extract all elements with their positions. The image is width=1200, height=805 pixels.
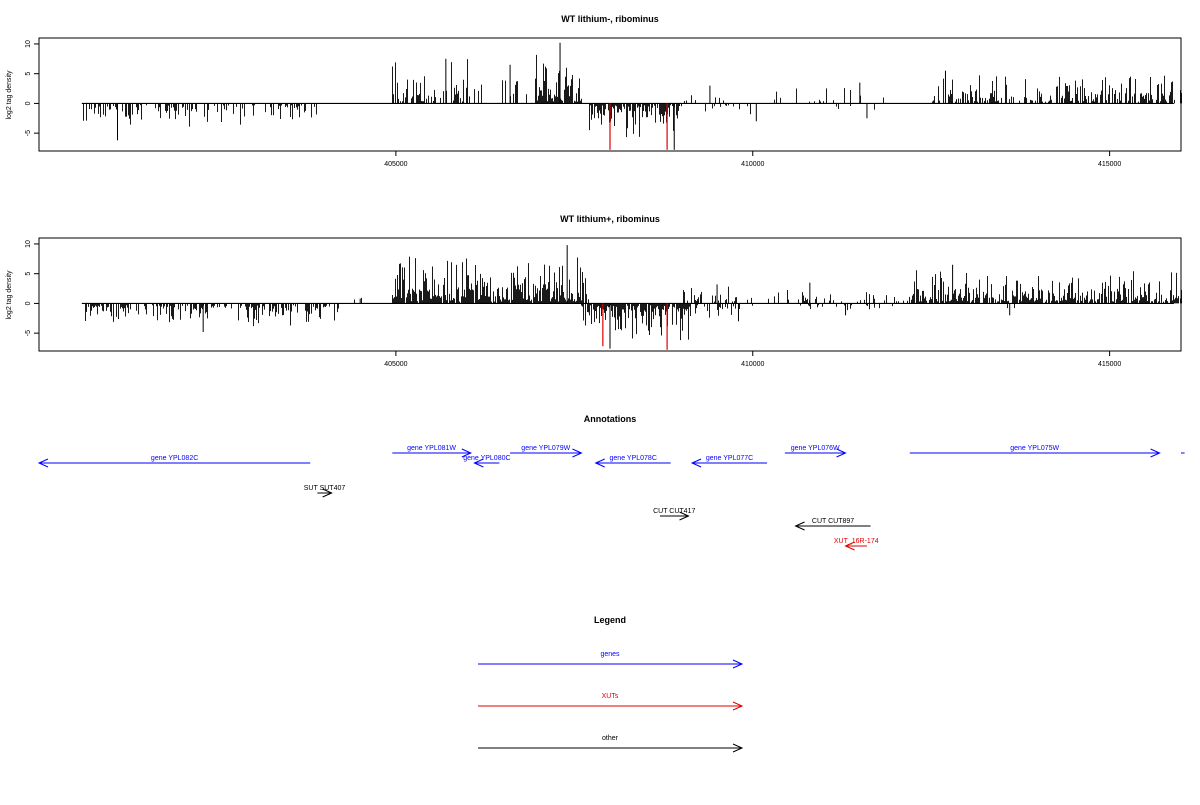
- legend-items: genes XUTs other: [478, 651, 744, 753]
- feature: CUT CUT417: [653, 508, 695, 521]
- arrow-head: [322, 488, 333, 498]
- feature: gene YPL079W: [510, 445, 583, 458]
- feature-label: gene YPL079W: [521, 445, 570, 452]
- plot-frame: [38, 37, 1182, 152]
- track-panel-lithium-minus: WT lithium-, ribominus log2 tag density …: [6, 14, 1182, 168]
- x-axis: 405000 410000 415000: [384, 151, 1121, 168]
- feature: gene YPL077C: [690, 455, 768, 468]
- y-tick-label: -5: [25, 330, 32, 336]
- signal-bars: [81, 245, 1182, 350]
- y-tick-label: 5: [25, 72, 32, 76]
- x-axis: 405000 410000 415000: [384, 351, 1121, 368]
- feature-layer: gene YPL082C gene YPL081W gene YPL080C gene…: [37, 445, 1185, 551]
- track-panel-lithium-plus: WT lithium+, ribominus log2 tag density …: [6, 214, 1182, 368]
- feature: CUT CUT897: [794, 518, 871, 531]
- y-axis: -5 0 5 10: [25, 240, 39, 336]
- arrow-head: [461, 448, 473, 458]
- legend-item: XUTs: [478, 693, 744, 711]
- x-tick-label: 405000: [384, 161, 407, 168]
- arrow-head: [1150, 448, 1161, 458]
- y-tick-label: 0: [25, 101, 32, 105]
- legend-label: genes: [600, 651, 620, 658]
- arrow-head: [732, 743, 744, 753]
- arrow-head: [844, 541, 855, 551]
- feature-label: CUT CUT417: [653, 508, 695, 515]
- feature: SUT SUT407: [304, 485, 346, 498]
- feature-label: gene YPL077C: [706, 455, 753, 462]
- y-axis-label: log2 tag density: [6, 70, 13, 120]
- arrow-head: [37, 458, 49, 468]
- legend-label: XUTs: [602, 693, 619, 700]
- x-tick-label: 410000: [741, 361, 764, 368]
- feature: XUT_16R-174: [834, 538, 879, 551]
- y-axis-label: log2 tag density: [6, 270, 13, 320]
- feature-label: gene YPL080C: [463, 455, 510, 462]
- y-tick-label: 10: [25, 40, 32, 48]
- feature: gene YPL082C: [37, 455, 311, 468]
- feature-label: gene YPL078C: [610, 455, 657, 462]
- feature: gene YPL075W: [909, 445, 1161, 458]
- panel-title: WT lithium-, ribominus: [561, 14, 659, 24]
- arrow-head: [594, 458, 605, 468]
- annotations-title: Annotations: [584, 414, 637, 424]
- feature-label: CUT CUT897: [812, 518, 854, 525]
- arrow-head: [690, 458, 702, 468]
- legend: Legend genes XUTs other: [478, 615, 744, 753]
- arrow-head: [679, 511, 690, 521]
- y-tick-label: -5: [25, 130, 32, 136]
- arrow-head: [836, 448, 847, 458]
- y-tick-label: 10: [25, 240, 32, 248]
- feature-label: SUT SUT407: [304, 485, 346, 492]
- x-tick-label: 415000: [1098, 161, 1121, 168]
- legend-title: Legend: [594, 615, 626, 625]
- legend-label: other: [602, 735, 619, 742]
- feature: gene YPL080C: [463, 455, 511, 468]
- feature-label: gene YPL082C: [151, 455, 198, 462]
- feature: gene YPL078C: [594, 455, 671, 468]
- arrow-head: [794, 521, 805, 531]
- feature: gene YPL076W: [784, 445, 847, 458]
- y-tick-label: 0: [25, 301, 32, 305]
- plot-frame: [38, 237, 1182, 352]
- x-tick-label: 415000: [1098, 361, 1121, 368]
- panel-title: WT lithium+, ribominus: [560, 214, 660, 224]
- feature-label: gene YPL081W: [407, 445, 456, 452]
- signal-bars: [81, 42, 1182, 150]
- arrow-head: [572, 448, 583, 458]
- arrow-head: [732, 659, 744, 669]
- feature-label: XUT_16R-174: [834, 538, 879, 545]
- legend-item: other: [478, 735, 744, 753]
- feature-label: gene YPL075W: [1010, 445, 1059, 452]
- arrow-head: [473, 458, 484, 468]
- x-tick-label: 405000: [384, 361, 407, 368]
- feature: gene YPL081W: [392, 445, 473, 458]
- feature-label: gene YPL076W: [791, 445, 840, 452]
- arrow-head: [732, 701, 744, 711]
- y-tick-label: 5: [25, 272, 32, 276]
- y-axis: -5 0 5 10: [25, 40, 39, 136]
- x-tick-label: 410000: [741, 161, 764, 168]
- legend-item: genes: [478, 651, 744, 669]
